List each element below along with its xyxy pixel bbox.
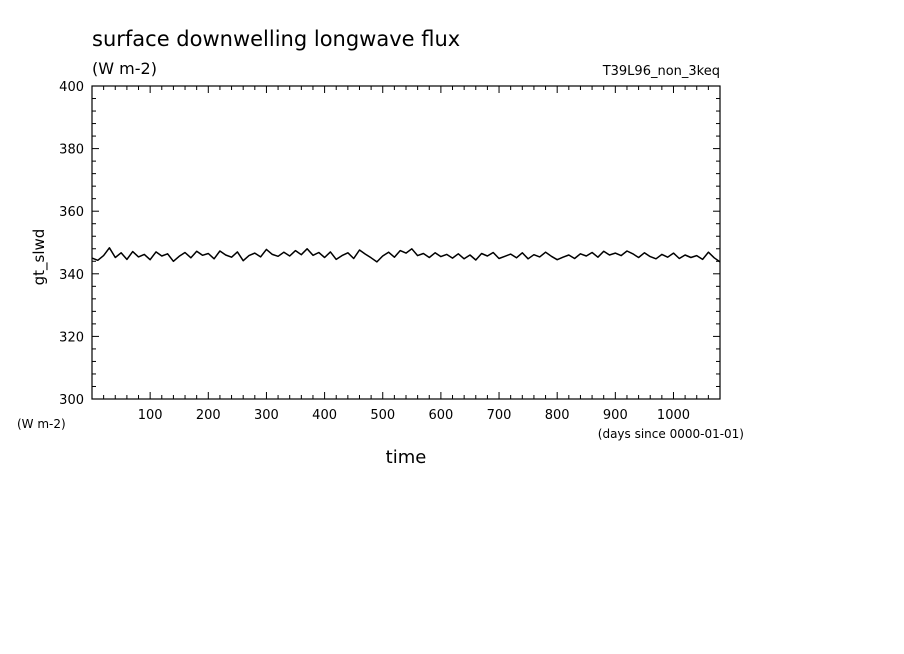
y-tick-label: 300 bbox=[59, 393, 84, 408]
y-tick-label: 360 bbox=[59, 205, 84, 220]
x-axis-label: time bbox=[386, 447, 427, 468]
x-tick-label: 400 bbox=[312, 408, 337, 423]
y-axis-label: gt_slwd bbox=[30, 229, 49, 286]
x-tick-labels: 100 200 300 400 500 600 700 800 900 1000 bbox=[138, 408, 690, 423]
y-tick-label: 400 bbox=[59, 80, 84, 95]
series-line bbox=[91, 247, 721, 263]
x-axis-units: (days since 0000-01-01) bbox=[598, 427, 744, 441]
run-label: T39L96_non_3keq bbox=[602, 64, 720, 79]
x-tick-label: 1000 bbox=[657, 408, 690, 423]
y-tick-labels: 300 320 340 360 380 400 bbox=[59, 80, 84, 408]
x-tick-label: 700 bbox=[487, 408, 512, 423]
x-tick-label: 900 bbox=[603, 408, 628, 423]
y-axis-units: (W m-2) bbox=[17, 417, 66, 431]
x-tick-label: 600 bbox=[428, 408, 453, 423]
x-tick-label: 200 bbox=[196, 408, 221, 423]
chart-title: surface downwelling longwave flux bbox=[92, 27, 460, 51]
y-tick-label: 380 bbox=[59, 143, 84, 158]
x-tick-label: 300 bbox=[254, 408, 279, 423]
y-tick-label: 320 bbox=[59, 330, 84, 345]
y-tick-label: 340 bbox=[59, 268, 84, 283]
plot-frame bbox=[91, 85, 721, 400]
x-tick-label: 500 bbox=[370, 408, 395, 423]
chart-subtitle-units: (W m-2) bbox=[92, 59, 157, 78]
x-tick-label: 100 bbox=[138, 408, 163, 423]
x-tick-label: 800 bbox=[545, 408, 570, 423]
axis-ticks bbox=[92, 86, 720, 399]
